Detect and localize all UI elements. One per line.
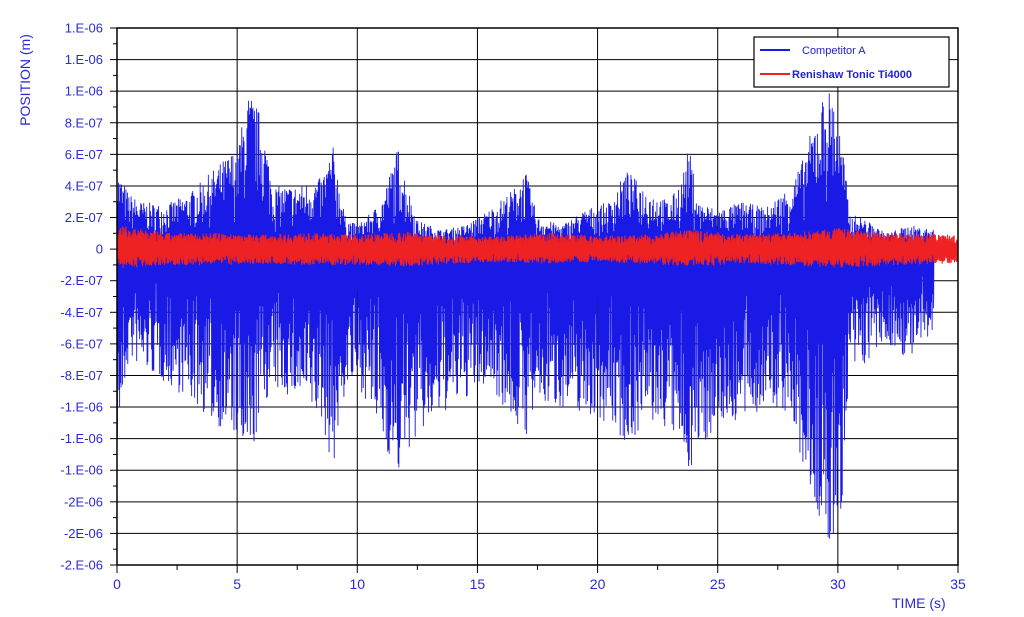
y-tick-label: -2.E-07: [60, 273, 103, 288]
x-tick-labels: 0 5 10 15 20 25 30 35: [113, 576, 966, 592]
x-tick-label: 25: [710, 576, 726, 592]
y-tick-label: 2.E-07: [65, 210, 103, 225]
y-axis-label: POSITION (m): [17, 34, 33, 126]
y-tick-label: -1.E-06: [60, 400, 103, 415]
y-tick-label: -1.E-06: [60, 431, 103, 446]
x-tick-label: 35: [950, 576, 966, 592]
series-line-competitor-a: [116, 93, 935, 539]
y-tick-label: -1.E-06: [60, 463, 103, 478]
x-tick-label: 10: [349, 576, 365, 592]
y-tick-label: 0: [96, 242, 103, 257]
y-tick-label: 1.E-06: [65, 52, 103, 67]
y-tick-label: 1.E-06: [65, 21, 103, 36]
y-tick-label: 4.E-07: [65, 178, 103, 193]
legend: Competitor A Renishaw Tonic Ti4000: [753, 36, 950, 88]
legend-box: [753, 36, 950, 88]
y-tick-label: -8.E-07: [60, 368, 103, 383]
x-tick-label: 0: [113, 576, 121, 592]
x-tick-label: 15: [470, 576, 486, 592]
y-tick-label: 1.E-06: [65, 84, 103, 99]
legend-label-renishaw: Renishaw Tonic Ti4000: [792, 69, 912, 81]
legend-label-competitor-a: Competitor A: [802, 45, 866, 57]
y-tick-label: -4.E-07: [60, 305, 103, 320]
x-tick-label: 30: [830, 576, 846, 592]
y-tick-label: -2E-06: [64, 526, 103, 541]
y-tick-label: 8.E-07: [65, 115, 103, 130]
axis-ticks: [110, 27, 959, 573]
x-axis-label: TIME (s): [892, 595, 946, 611]
x-tick-label: 5: [233, 576, 241, 592]
series-line-renishaw: [116, 226, 959, 268]
y-tick-label: -6.E-07: [60, 336, 103, 351]
y-tick-label: -2.E-06: [60, 558, 103, 573]
y-tick-labels: 1.E-06 1.E-06 1.E-06 8.E-07 6.E-07 4.E-07 2.E-…: [60, 21, 103, 573]
series-layer: [116, 93, 959, 539]
y-tick-label: -2E-06: [64, 494, 103, 509]
x-tick-label: 20: [590, 576, 606, 592]
y-tick-label: 6.E-07: [65, 147, 103, 162]
